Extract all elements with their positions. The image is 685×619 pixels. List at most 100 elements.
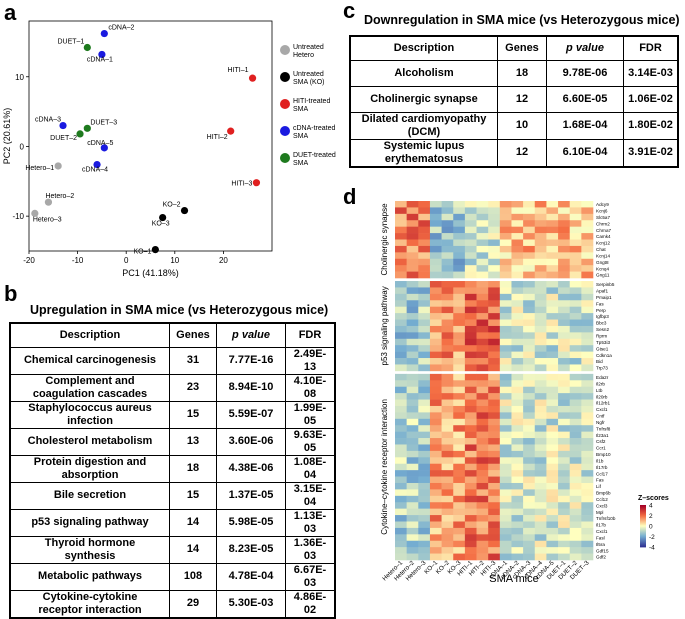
heatmap-cell [453,226,466,234]
pca-point-label: KO–3 [152,221,170,228]
heatmap-cell [453,351,466,359]
heatmap-cell [581,386,594,394]
heatmap-cell [581,380,594,388]
heatmap-cell [441,534,454,542]
heatmap-cell [406,287,419,295]
row-genes: 18 [169,454,217,483]
heatmap-cell [453,534,466,542]
heatmap-cell [569,239,582,247]
heatmap-cell [395,495,407,503]
heatmap-group-label: Cholinergic synapse [380,203,389,276]
heatmap-cell [464,450,477,458]
row-pvalue: 5.98E-05 [216,508,286,537]
heatmap-cell [441,245,454,253]
heatmap-cell [453,207,466,215]
heatmap-cell [534,345,547,352]
heatmap-cell [523,476,536,484]
heatmap-cell [581,265,594,272]
heatmap-cell [558,457,571,465]
row-description: Bile secretion [9,481,170,510]
pca-point-label: cDNA–2 [108,25,134,32]
heatmap-cell [558,495,571,503]
row-fdr: 1.06E-02 [623,85,679,113]
heatmap-cell [453,476,466,484]
heatmap-gene-label: Ngfr [596,420,605,425]
colorbar-segment [640,531,646,533]
heatmap-cell [523,351,536,359]
heatmap-cell [534,207,547,215]
heatmap-cell [511,527,524,535]
row-genes: 29 [169,589,217,618]
heatmap-cell [429,431,442,439]
table-c-row: Systemic lupus erythematosus 12 6.10E-04 3.9… [349,138,679,167]
heatmap-cell [499,444,512,452]
heatmap-cell [453,444,466,452]
heatmap-cell [476,373,489,381]
heatmap-cell [581,547,594,554]
row-pvalue: 4.78E-04 [216,562,286,591]
heatmap-cell [569,373,582,381]
heatmap-cell [558,281,571,288]
heatmap-cell [569,489,582,497]
heatmap-cell [406,351,419,359]
pca-y-tick-label: 10 [15,73,24,82]
colorbar-segment [640,521,646,524]
heatmap-cell [523,495,536,503]
heatmap-cell [581,325,594,333]
heatmap-cell [476,405,489,413]
heatmap-cell [406,470,419,477]
heatmap-cell [429,502,442,509]
heatmap-cell [406,521,419,529]
heatmap-cell [441,345,454,352]
heatmap-cell [534,338,547,346]
heatmap-cell [406,431,419,439]
heatmap-cell [569,521,582,529]
heatmap-cell [581,540,594,548]
heatmap-cell [418,418,431,426]
heatmap-cell [523,287,536,295]
heatmap-cell [464,313,477,320]
heatmap-cell [558,271,571,279]
heatmap-cell [511,495,524,503]
heatmap-cell [488,412,501,420]
heatmap-cell [476,380,489,388]
heatmap-cell [558,364,571,372]
heatmap-cell [581,412,594,420]
row-description-line2: infection [67,414,113,427]
table-b-row: Complement and coagulation cascades 23 8.94… [9,373,336,402]
heatmap-cell [488,265,501,272]
heatmap-cell [499,281,512,288]
heatmap-cell [511,380,524,388]
heatmap-cell [453,233,466,240]
heatmap-cell [418,313,431,320]
heatmap-cell [441,457,454,465]
heatmap-cell [488,306,501,314]
heatmap-cell [453,281,466,288]
heatmap-cell [488,358,501,365]
heatmap-cell [441,393,454,400]
heatmap-cell [476,252,489,260]
heatmap-cell [558,293,571,301]
heatmap-cell [546,271,559,279]
heatmap-cell [534,332,547,340]
heatmap-gene-label: Chrna7 [596,228,612,233]
heatmap-cell [499,293,512,301]
pca-point [227,127,235,135]
row-genes: 12 [497,138,547,167]
heatmap-cell [488,325,501,333]
heatmap-cell [488,220,501,227]
heatmap-cell [464,364,477,372]
heatmap-cell [581,393,594,400]
heatmap-cell [464,226,477,234]
colorbar-segment [640,514,646,516]
pca-x-axis-label: PC1 (41.18%) [122,268,179,278]
heatmap-cell [418,258,431,266]
pca-legend-label: Hetero [293,52,314,59]
table-b-row: Cholesterol metabolism 13 3.60E-06 9.63E-05 [9,427,336,456]
heatmap-cell [523,412,536,420]
heatmap-gene-label: Pmaip1 [596,295,612,300]
heatmap-cell [511,213,524,221]
panel-letter-d: d [343,184,357,209]
heatmap-cell [499,207,512,215]
heatmap-cell [453,431,466,439]
